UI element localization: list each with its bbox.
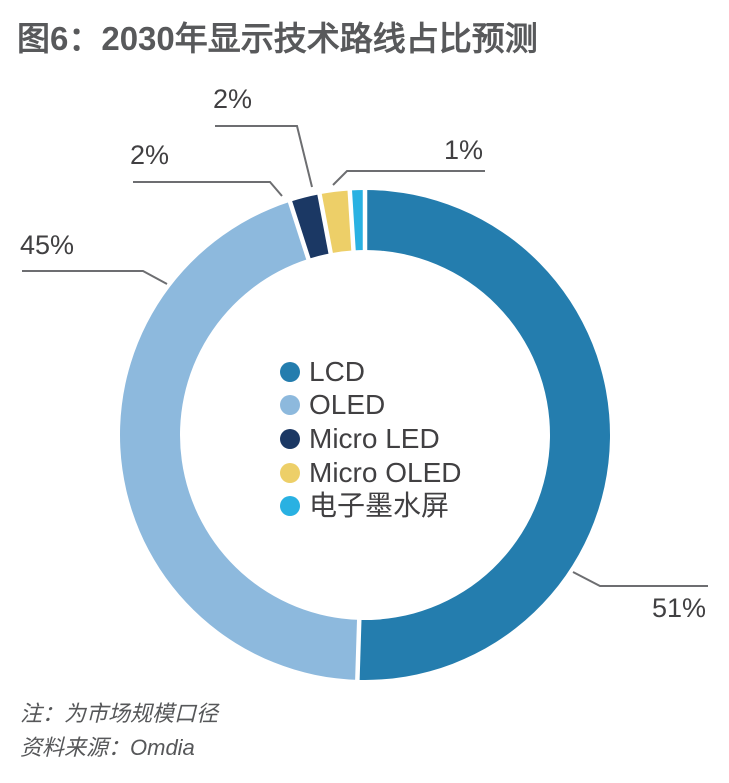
note-source: 资料来源：Omdia xyxy=(20,735,195,760)
legend-item-micro-oled: Micro OLED xyxy=(280,456,461,490)
legend-label-micro-led: Micro LED xyxy=(309,422,440,454)
label-eink-pct: 1% xyxy=(444,135,484,165)
legend-label-oled: OLED xyxy=(309,389,386,421)
legend-item-eink: 电子墨水屏 xyxy=(280,489,461,523)
note-caliber: 注：为市场规模口径 xyxy=(20,701,219,726)
legend-item-lcd: LCD xyxy=(280,355,461,389)
label-micro-led-pct: 2% xyxy=(130,140,170,170)
slice-gap xyxy=(347,187,356,254)
leader-line-lcd xyxy=(572,571,708,587)
legend-label-lcd: LCD xyxy=(309,355,366,387)
figure-title: 图6：2030年显示技术路线占比预测 xyxy=(17,20,538,57)
legend-swatch-micro-oled xyxy=(280,462,300,483)
legend-swatch-lcd xyxy=(280,361,300,382)
slice-gap xyxy=(316,190,334,257)
legend-item-micro-led: Micro LED xyxy=(280,422,461,456)
slice-gap xyxy=(286,198,312,263)
legend-swatch-micro-led xyxy=(280,428,300,449)
leader-lines xyxy=(22,125,708,587)
legend-label-eink: 电子墨水屏 xyxy=(309,490,450,522)
figure-notes: 注：为市场规模口径 资料来源：Omdia xyxy=(20,697,218,765)
leader-line-micro-led xyxy=(133,181,283,197)
slice-gap xyxy=(355,616,362,683)
label-lcd-pct: 51% xyxy=(652,593,707,623)
legend-swatch-eink xyxy=(280,496,300,517)
donut-slice-LCD xyxy=(357,190,611,680)
label-micro-oled-pct: 2% xyxy=(213,84,253,114)
donut-slice-OLED xyxy=(120,201,360,680)
legend-label-micro-oled: Micro OLED xyxy=(309,456,462,488)
leader-line-micro-oled xyxy=(215,125,313,188)
legend-swatch-oled xyxy=(280,395,300,416)
slice-gap-lines xyxy=(286,187,368,683)
legend-item-oled: OLED xyxy=(280,389,461,423)
leader-line-oled xyxy=(22,270,168,285)
label-oled-pct: 45% xyxy=(20,230,75,260)
legend: LCD OLED Micro LED Micro OLED 电子墨水屏 xyxy=(280,355,461,523)
leader-line-eink xyxy=(332,170,485,186)
